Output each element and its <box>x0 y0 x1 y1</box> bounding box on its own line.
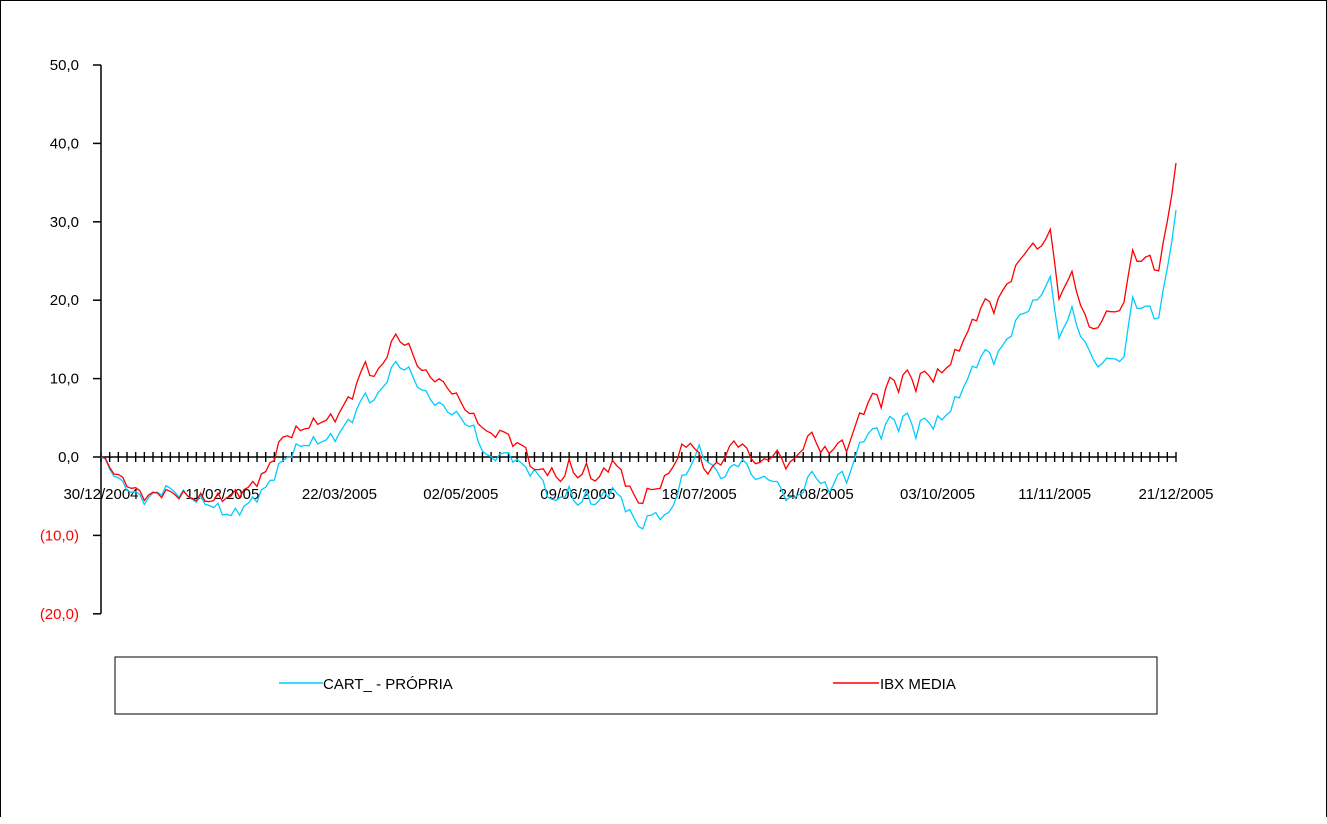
y-tick-label: 40,0 <box>50 135 79 152</box>
y-tick-label: 0,0 <box>58 449 79 466</box>
y-tick-label: 20,0 <box>50 292 79 309</box>
legend-label-cart-propria: CART_ - PRÓPRIA <box>323 676 453 693</box>
legend-box <box>114 656 1158 715</box>
y-axis: 50,0 40,0 30,0 20,0 10,0 0,0 (10,0) (20,0) <box>40 57 102 623</box>
y-tick-label: (10,0) <box>40 527 79 544</box>
x-tick-label: 24/08/2005 <box>779 486 854 503</box>
x-tick-label: 03/10/2005 <box>900 486 975 503</box>
x-tick-label: 02/05/2005 <box>423 486 498 503</box>
x-tick-label: 21/12/2005 <box>1138 486 1213 503</box>
series-line-ibx-media <box>100 162 1177 505</box>
x-tick-label: 18/07/2005 <box>662 486 737 503</box>
x-tick-label: 11/11/2005 <box>1018 486 1091 503</box>
x-tick-label: 09/06/2005 <box>540 486 615 503</box>
y-tick-label: (20,0) <box>40 606 79 623</box>
y-tick-label: 30,0 <box>50 214 79 231</box>
legend-label-ibx-media: IBX MEDIA <box>880 676 956 693</box>
x-tick-label: 30/12/2004 <box>63 486 138 503</box>
legend: CART_ - PRÓPRIA IBX MEDIA <box>114 656 1158 715</box>
series-layer <box>100 162 1177 530</box>
y-tick-label: 50,0 <box>50 57 79 74</box>
series-line-cart-propria <box>100 210 1177 530</box>
x-tick-label: 22/03/2005 <box>302 486 377 503</box>
y-tick-label: 10,0 <box>50 371 79 388</box>
x-axis: 30/12/2004 11/02/2005 22/03/2005 02/05/2005… <box>63 452 1214 503</box>
